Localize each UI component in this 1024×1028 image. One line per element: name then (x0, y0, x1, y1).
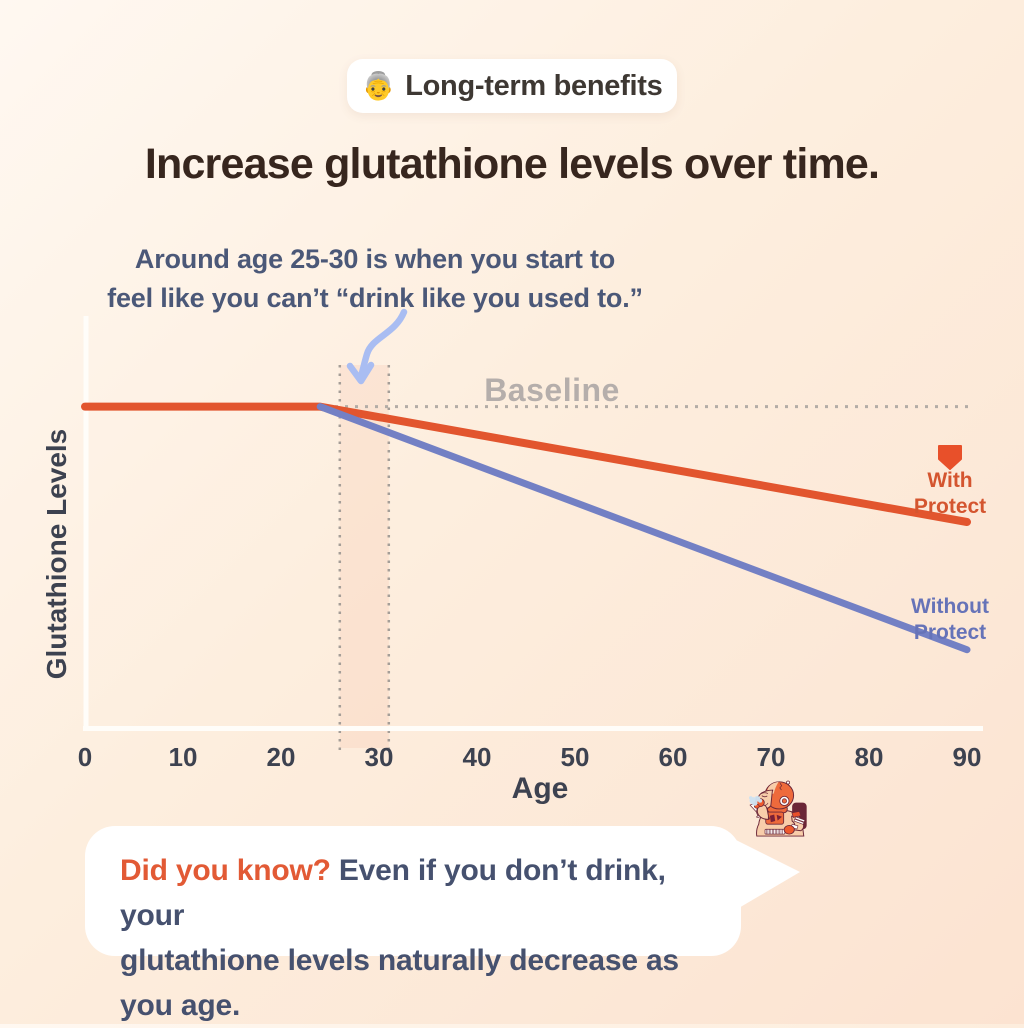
series-line-with-protect (81, 402, 971, 526)
bubble-tail (732, 838, 800, 912)
x-tick-label: 0 (77, 742, 93, 772)
annotation-line-2: feel like you can’t “drink like you used… (107, 283, 643, 314)
header-badge: 👵 Long-term benefits (347, 59, 677, 113)
baseline-label: Baseline (484, 372, 620, 408)
annotation-line-1: Around age 25-30 is when you start to (134, 244, 616, 274)
x-tick-label: 20 (266, 742, 296, 772)
shoulder-patch (791, 810, 802, 818)
x-tick-label: 70 (756, 742, 786, 772)
x-tick-label: 90 (952, 742, 982, 772)
x-tick-label: 40 (462, 742, 492, 772)
x-tick-label: 60 (658, 742, 688, 772)
series-line-without-protect (316, 403, 971, 654)
vapor-cloud (749, 795, 763, 806)
x-axis-label: Age (511, 772, 569, 805)
x-tick-label: 30 (364, 742, 394, 772)
legend-with-protect: With Protect (913, 469, 987, 519)
x-tick-label: 10 (168, 742, 198, 772)
astronaut-illustration (749, 780, 807, 837)
hip-glove (783, 824, 795, 835)
x-tick-label: 80 (854, 742, 884, 772)
did-you-know-bubble (85, 826, 741, 956)
chart-annotation: Around age 25-30 is when you start to fe… (90, 240, 660, 318)
closed-eye (761, 795, 768, 798)
shield-icon (938, 445, 962, 470)
did-you-know-text: Did you know? Even if you don’t drink, y… (120, 848, 720, 1028)
x-tick-label: 50 (560, 742, 590, 772)
legend-without-protect: Without Protect (911, 595, 989, 645)
old-woman-emoji: 👵 (361, 70, 396, 101)
belt (764, 828, 786, 835)
did-you-know-accent: Did you know? (120, 854, 331, 887)
left-arm (756, 804, 769, 820)
page-title: Increase glutathione levels over time. (144, 140, 880, 188)
badge-label: Long-term benefits (405, 69, 663, 102)
annotation-arrow (346, 308, 408, 385)
did-you-know-line-2: glutathione levels naturally decrease as… (120, 944, 679, 1022)
y-axis-label: Glutathione Levels (41, 428, 72, 680)
